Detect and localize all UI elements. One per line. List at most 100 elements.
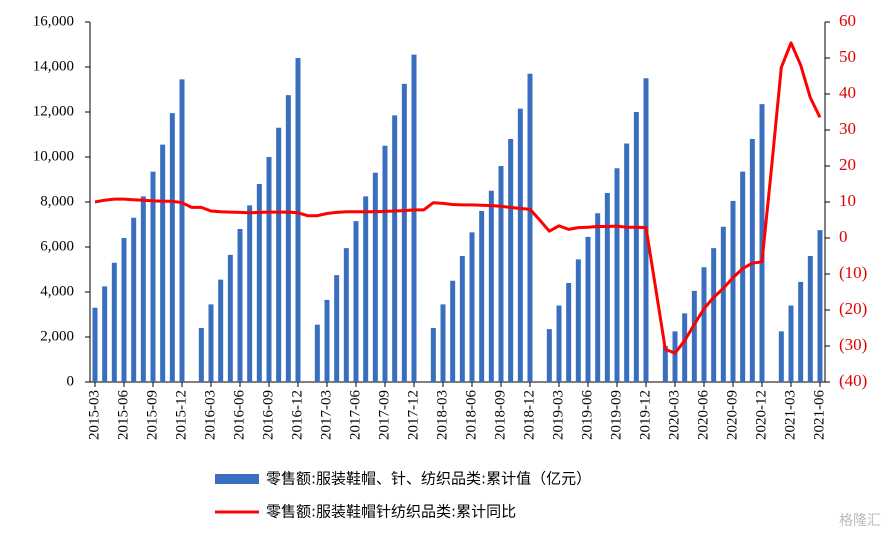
- bar: [208, 304, 214, 382]
- y2-tick-label: (30): [839, 335, 867, 354]
- x-tick-label: 2015-03: [86, 390, 102, 440]
- bar: [701, 267, 707, 382]
- bar: [759, 104, 765, 382]
- x-tick-label: 2015-12: [173, 390, 189, 440]
- y2-tick-label: 20: [839, 155, 856, 174]
- bar: [169, 113, 175, 382]
- y2-tick-label: 40: [839, 83, 856, 102]
- bar: [595, 213, 601, 382]
- bar: [102, 286, 108, 382]
- legend-label: 零售额:服装鞋帽、针、纺织品类:累计值（亿元）: [266, 470, 591, 488]
- bar: [256, 184, 262, 382]
- legend-swatch: [215, 474, 259, 484]
- bar: [788, 305, 794, 382]
- legend-label: 零售额:服装鞋帽针纺织品类:累计同比: [266, 503, 516, 521]
- bar: [672, 331, 678, 382]
- x-tick-label: 2016-09: [260, 390, 276, 440]
- bar: [363, 196, 369, 382]
- bar: [749, 139, 755, 382]
- x-tick-label: 2017-12: [405, 390, 421, 440]
- x-tick-label: 2021-06: [811, 390, 827, 440]
- x-tick-label: 2016-03: [202, 390, 218, 440]
- y-tick-label: 14,000: [33, 58, 74, 74]
- bar: [131, 217, 137, 382]
- x-tick-label: 2020-12: [753, 390, 769, 440]
- bar: [111, 262, 117, 382]
- x-tick-label: 2018-03: [434, 390, 450, 440]
- bar: [411, 54, 417, 382]
- bar: [682, 313, 688, 382]
- y2-tick-label: 60: [839, 11, 856, 30]
- bar: [160, 144, 166, 382]
- y2-tick-label: 50: [839, 47, 856, 66]
- line: [94, 41, 822, 355]
- x-tick-label: 2019-09: [608, 390, 624, 440]
- bar: [343, 248, 349, 382]
- y-tick-label: 6,000: [40, 238, 74, 254]
- x-tick-label: 2019-12: [637, 390, 653, 440]
- x-tick-label: 2020-06: [695, 390, 711, 440]
- x-tick-label: 2020-03: [666, 390, 682, 440]
- bar: [527, 73, 533, 382]
- y-tick-label: 8,000: [40, 193, 74, 209]
- y-tick-label: 12,000: [33, 103, 74, 119]
- bar: [450, 280, 456, 382]
- bar: [498, 166, 504, 382]
- bar: [295, 58, 301, 382]
- bar: [585, 236, 591, 382]
- bar: [575, 259, 581, 382]
- bar: [614, 168, 620, 382]
- bar: [372, 172, 378, 382]
- x-tick-label: 2017-03: [318, 390, 334, 440]
- bar: [566, 283, 572, 382]
- y2-tick-label: 0: [839, 227, 848, 246]
- y-tick-label: 2,000: [40, 328, 74, 344]
- watermark: 格隆汇: [839, 513, 881, 529]
- bar: [711, 248, 717, 382]
- y-tick-label: 0: [67, 373, 75, 389]
- bar: [92, 307, 98, 382]
- bar: [227, 254, 233, 382]
- bar: [324, 299, 330, 382]
- bar: [807, 256, 813, 382]
- bar: [479, 211, 485, 382]
- bar: [469, 232, 475, 382]
- x-tick-label: 2018-06: [463, 390, 479, 440]
- x-tick-label: 2021-03: [782, 390, 798, 440]
- bar: [285, 95, 291, 382]
- x-tick-label: 2019-03: [550, 390, 566, 440]
- bar: [266, 157, 272, 382]
- bar: [633, 112, 639, 382]
- x-tick-label: 2018-09: [492, 390, 508, 440]
- bar: [382, 145, 388, 382]
- bar: [237, 229, 243, 382]
- y2-tick-label: 30: [839, 119, 856, 138]
- bar: [720, 226, 726, 382]
- x-tick-label: 2019-06: [579, 390, 595, 440]
- bar: [401, 83, 407, 382]
- bar: [430, 328, 436, 382]
- y-tick-label: 10,000: [33, 148, 74, 164]
- bar: [556, 305, 562, 382]
- bar: [778, 331, 784, 382]
- bar: [459, 256, 465, 382]
- y-tick-label: 4,000: [40, 283, 74, 299]
- bar: [150, 171, 156, 382]
- y-tick-label: 16,000: [33, 13, 74, 29]
- bar: [198, 328, 204, 382]
- y2-tick-label: (40): [839, 371, 867, 390]
- bar: [798, 281, 804, 382]
- bar: [624, 143, 630, 382]
- bar: [604, 193, 610, 382]
- y2-tick-label: (20): [839, 299, 867, 318]
- x-tick-label: 2016-12: [289, 390, 305, 440]
- bar: [740, 171, 746, 382]
- bar: [546, 329, 552, 382]
- x-tick-label: 2020-09: [724, 390, 740, 440]
- bar: [314, 324, 320, 382]
- bar: [488, 190, 494, 382]
- bar: [517, 108, 523, 382]
- x-tick-label: 2018-12: [521, 390, 537, 440]
- bar: [334, 275, 340, 382]
